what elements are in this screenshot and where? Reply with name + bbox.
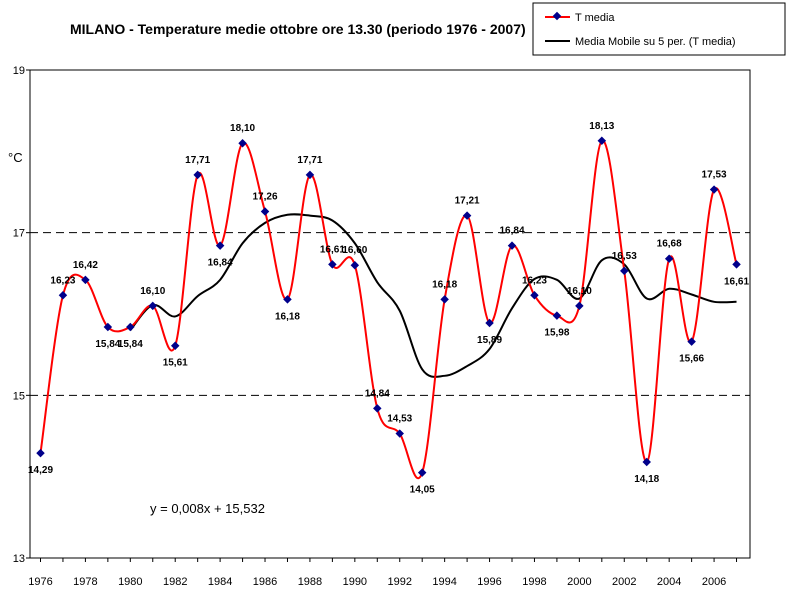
t-media-marker xyxy=(462,211,472,220)
chart-title: MILANO - Temperature medie ottobre ore 1… xyxy=(70,21,526,37)
data-label: 17,21 xyxy=(455,196,480,207)
t-media-marker xyxy=(350,260,360,270)
y-axis: 13 15 17 19 xyxy=(13,65,30,565)
t-media-marker xyxy=(530,291,539,300)
t-media-marker xyxy=(238,138,247,148)
t-media-marker xyxy=(395,429,404,438)
x-tick-label: 1992 xyxy=(387,576,411,588)
data-label: 15,89 xyxy=(477,335,502,346)
y-tick-label: 15 xyxy=(13,390,25,402)
moving-average-line xyxy=(129,213,737,378)
t-media-marker xyxy=(36,448,45,458)
t-media-marker xyxy=(148,301,158,311)
data-label: 18,10 xyxy=(230,123,255,134)
data-label: 15,84 xyxy=(118,339,143,350)
data-label: 15,84 xyxy=(95,339,120,350)
data-label: 14,84 xyxy=(365,388,390,399)
data-label: 16,53 xyxy=(612,251,637,262)
data-label: 16,23 xyxy=(50,275,75,286)
data-label: 16,84 xyxy=(208,258,233,269)
data-label: 17,71 xyxy=(185,155,210,166)
t-media-marker xyxy=(58,291,68,300)
t-media-marker xyxy=(485,318,494,328)
y-tick-label: 13 xyxy=(13,553,25,565)
data-label: 15,98 xyxy=(544,328,569,339)
t-media-marker xyxy=(328,260,337,269)
reference-lines xyxy=(30,232,750,396)
series-layer xyxy=(36,136,741,480)
x-tick-label: 1986 xyxy=(253,576,277,588)
t-media-marker xyxy=(620,266,629,276)
x-tick-label: 1980 xyxy=(118,576,142,588)
t-media-marker xyxy=(260,207,270,216)
x-tick-label: 1990 xyxy=(343,576,367,588)
data-label: 14,29 xyxy=(28,465,53,476)
t-media-marker xyxy=(664,254,674,263)
t-media-marker xyxy=(283,295,292,304)
data-label: 16,60 xyxy=(342,245,367,256)
t-media-marker xyxy=(552,311,562,320)
trend-equation: y = 0,008x + 15,532 xyxy=(150,501,265,516)
t-media-marker xyxy=(687,337,696,346)
x-tick-label: 1996 xyxy=(477,576,501,588)
data-label: 17,71 xyxy=(297,155,322,166)
t-media-marker xyxy=(440,295,449,304)
t-media-marker xyxy=(575,301,584,311)
x-tick-label: 2006 xyxy=(702,576,726,588)
data-label: 16,68 xyxy=(657,239,682,250)
t-media-marker xyxy=(81,275,90,285)
data-label: 16,18 xyxy=(432,279,457,290)
t-media-marker xyxy=(305,170,315,180)
t-media-marker xyxy=(170,341,180,350)
x-tick-label: 1994 xyxy=(432,576,456,588)
x-tick-label: 2002 xyxy=(612,576,636,588)
data-label: 16,84 xyxy=(499,226,524,237)
x-tick-label: 1984 xyxy=(208,576,232,588)
data-label: 14,53 xyxy=(387,414,412,425)
legend: T media Media Mobile su 5 per. (T media) xyxy=(532,2,786,56)
data-label: 14,05 xyxy=(410,485,435,496)
x-tick-label: 1976 xyxy=(28,576,52,588)
data-label: 16,18 xyxy=(275,311,300,322)
t-media-marker xyxy=(732,260,741,269)
x-tick-label: 2000 xyxy=(567,576,591,588)
data-label: 16,23 xyxy=(522,275,547,286)
data-label: 17,53 xyxy=(702,170,727,181)
legend-box xyxy=(532,2,786,56)
x-tick-label: 1998 xyxy=(522,576,546,588)
y-tick-label: 19 xyxy=(13,65,25,77)
plot-area xyxy=(29,69,751,559)
t-media-marker xyxy=(642,457,651,467)
data-label: 18,13 xyxy=(589,121,614,132)
x-tick-label: 1982 xyxy=(163,576,187,588)
data-label: 14,18 xyxy=(634,474,659,485)
t-media-marker xyxy=(373,404,382,413)
t-media-marker xyxy=(193,170,202,180)
legend-label-moving-average: Media Mobile su 5 per. (T media) xyxy=(575,36,736,48)
x-tick-label: 2004 xyxy=(657,576,681,588)
x-axis: 1976 1978 1980 1982 1984 1986 1988 1990 1992 1994… xyxy=(28,558,738,588)
y-axis-label: °C xyxy=(8,150,23,165)
x-tick-label: 1988 xyxy=(298,576,322,588)
y-tick-label: 17 xyxy=(13,228,25,240)
x-tick-label: 1978 xyxy=(73,576,97,588)
t-media-marker xyxy=(215,241,225,250)
data-label: 16,42 xyxy=(73,260,98,271)
data-label: 15,61 xyxy=(163,358,188,369)
data-label: 15,66 xyxy=(679,354,704,365)
t-media-marker xyxy=(417,468,427,477)
legend-label-t-media: T media xyxy=(575,12,615,24)
data-label: 16,61 xyxy=(724,276,749,287)
t-media-marker xyxy=(126,322,135,332)
data-label: 16,10 xyxy=(567,286,592,297)
data-label: 16,10 xyxy=(140,286,165,297)
data-label: 16,61 xyxy=(320,244,345,255)
data-label: 17,26 xyxy=(253,192,278,203)
t-media-marker xyxy=(103,322,113,332)
